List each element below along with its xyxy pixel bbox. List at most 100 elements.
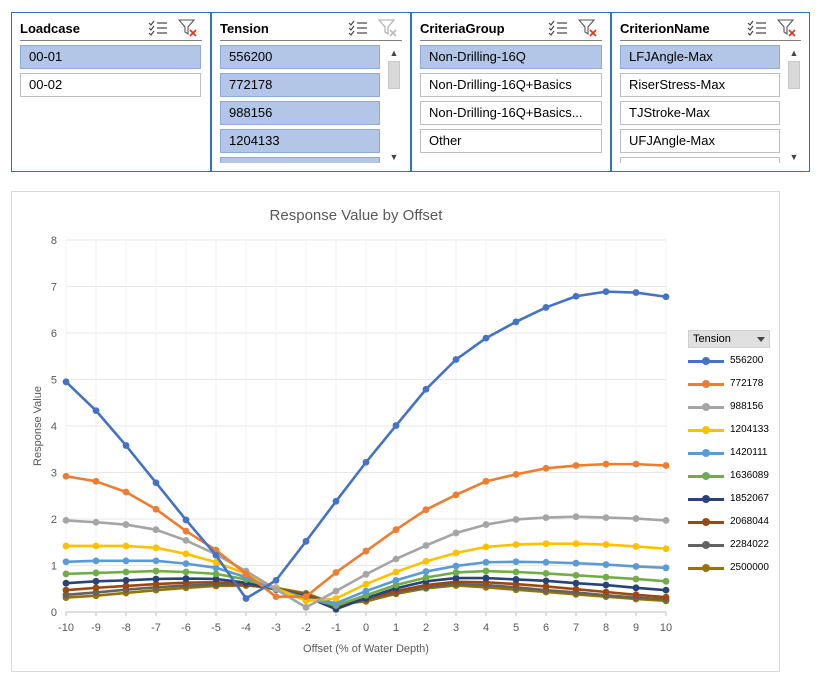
legend-item[interactable]: 1852067 — [688, 492, 772, 515]
scroll-thumb[interactable] — [388, 61, 400, 89]
slicer-item[interactable]: Non-Drilling-16Q — [420, 45, 602, 69]
data-point[interactable] — [302, 603, 310, 611]
data-point[interactable] — [542, 540, 550, 548]
slicer-item[interactable] — [620, 157, 780, 163]
data-point[interactable] — [662, 586, 670, 594]
data-point[interactable] — [332, 569, 340, 576]
series-556200[interactable] — [62, 288, 670, 602]
legend-item[interactable]: 1420111 — [688, 446, 772, 469]
data-point[interactable] — [542, 583, 550, 590]
data-point[interactable] — [482, 334, 490, 342]
slicer-item[interactable]: 556200 — [220, 45, 380, 69]
data-point[interactable] — [542, 514, 550, 522]
data-point[interactable] — [572, 585, 580, 593]
data-point[interactable] — [212, 575, 220, 583]
data-point[interactable] — [602, 541, 610, 548]
data-point[interactable] — [602, 561, 610, 568]
data-point[interactable] — [182, 527, 190, 535]
data-point[interactable] — [152, 505, 160, 513]
data-point[interactable] — [392, 576, 400, 584]
data-point[interactable] — [512, 516, 520, 523]
data-point[interactable] — [242, 570, 250, 578]
data-point[interactable] — [152, 557, 160, 565]
data-point[interactable] — [482, 521, 490, 528]
chevron-down-icon[interactable]: ▼ — [789, 152, 799, 162]
data-point[interactable] — [422, 542, 430, 549]
data-point[interactable] — [632, 584, 640, 592]
chevron-up-icon[interactable]: ▲ — [789, 48, 799, 58]
data-point[interactable] — [392, 422, 400, 429]
legend-item[interactable]: 772178 — [688, 377, 772, 400]
slicer-item[interactable]: UFJAngle-Max — [620, 129, 780, 153]
slicer-item[interactable]: LFJAngle-Max — [620, 45, 780, 69]
data-point[interactable] — [482, 558, 490, 566]
data-point[interactable] — [122, 576, 130, 584]
slicer-item[interactable]: 1204133 — [220, 129, 380, 153]
data-point[interactable] — [602, 573, 610, 581]
legend-item[interactable]: 1636089 — [688, 469, 772, 492]
data-point[interactable] — [542, 558, 550, 566]
data-point[interactable] — [152, 526, 160, 534]
slicer-item[interactable]: TJStroke-Max — [620, 101, 780, 125]
data-point[interactable] — [512, 470, 520, 478]
data-point[interactable] — [512, 576, 520, 583]
data-point[interactable] — [62, 472, 70, 480]
data-point[interactable] — [662, 545, 670, 553]
legend-item[interactable]: 556200 — [688, 354, 772, 377]
data-point[interactable] — [632, 563, 640, 570]
slicer-item[interactable]: Non-Drilling-16Q+Basics — [420, 73, 602, 97]
data-point[interactable] — [92, 589, 100, 596]
data-point[interactable] — [182, 568, 190, 576]
slicer-item[interactable]: Non-Drilling-16Q+Basics... — [420, 101, 602, 125]
slicer-item[interactable]: 772178 — [220, 73, 380, 97]
data-point[interactable] — [542, 304, 550, 311]
series-1204133[interactable] — [62, 540, 670, 605]
data-point[interactable] — [572, 513, 580, 521]
data-point[interactable] — [62, 542, 70, 550]
data-point[interactable] — [152, 567, 160, 575]
data-point[interactable] — [362, 580, 370, 588]
series-988156[interactable] — [62, 513, 670, 611]
slicer-item[interactable]: Other — [420, 129, 602, 153]
slicer-scrollbar[interactable]: ▲ ▼ — [786, 46, 802, 164]
data-point[interactable] — [542, 464, 550, 472]
legend-item[interactable]: 2500000 — [688, 561, 772, 584]
slicer-item[interactable]: 00-01 — [20, 45, 201, 69]
data-point[interactable] — [182, 516, 190, 524]
data-point[interactable] — [152, 479, 160, 487]
clear-filter-icon[interactable] — [777, 19, 797, 37]
multi-select-icon[interactable] — [548, 19, 568, 37]
data-point[interactable] — [572, 559, 580, 567]
data-point[interactable] — [512, 580, 520, 588]
data-point[interactable] — [272, 585, 280, 593]
data-point[interactable] — [512, 558, 520, 566]
data-point[interactable] — [362, 570, 370, 578]
data-point[interactable] — [572, 462, 580, 469]
legend-item[interactable]: 2068044 — [688, 515, 772, 538]
legend-item[interactable]: 1204133 — [688, 423, 772, 446]
chart-area[interactable]: Response Value by Offset 0 1 2 3 4 5 6 7 8 -10 -9-… — [11, 191, 780, 672]
data-point[interactable] — [662, 293, 670, 301]
data-point[interactable] — [302, 593, 310, 601]
data-point[interactable] — [212, 570, 220, 578]
series-772178[interactable] — [62, 460, 670, 601]
data-point[interactable] — [632, 289, 640, 296]
clear-filter-icon[interactable] — [378, 19, 398, 37]
data-point[interactable] — [602, 588, 610, 596]
slicer-item[interactable]: 00-02 — [20, 73, 201, 97]
data-point[interactable] — [182, 536, 190, 544]
data-point[interactable] — [632, 515, 640, 522]
data-point[interactable] — [152, 544, 160, 552]
data-point[interactable] — [482, 543, 490, 551]
data-point[interactable] — [182, 575, 190, 582]
data-point[interactable] — [332, 497, 340, 505]
data-point[interactable] — [62, 378, 70, 386]
data-point[interactable] — [92, 569, 100, 577]
data-point[interactable] — [272, 593, 280, 601]
clear-filter-icon[interactable] — [178, 19, 198, 37]
slicer-item[interactable] — [220, 157, 380, 163]
data-point[interactable] — [62, 570, 70, 578]
data-point[interactable] — [572, 579, 580, 587]
data-point[interactable] — [332, 587, 340, 595]
data-point[interactable] — [632, 591, 640, 599]
